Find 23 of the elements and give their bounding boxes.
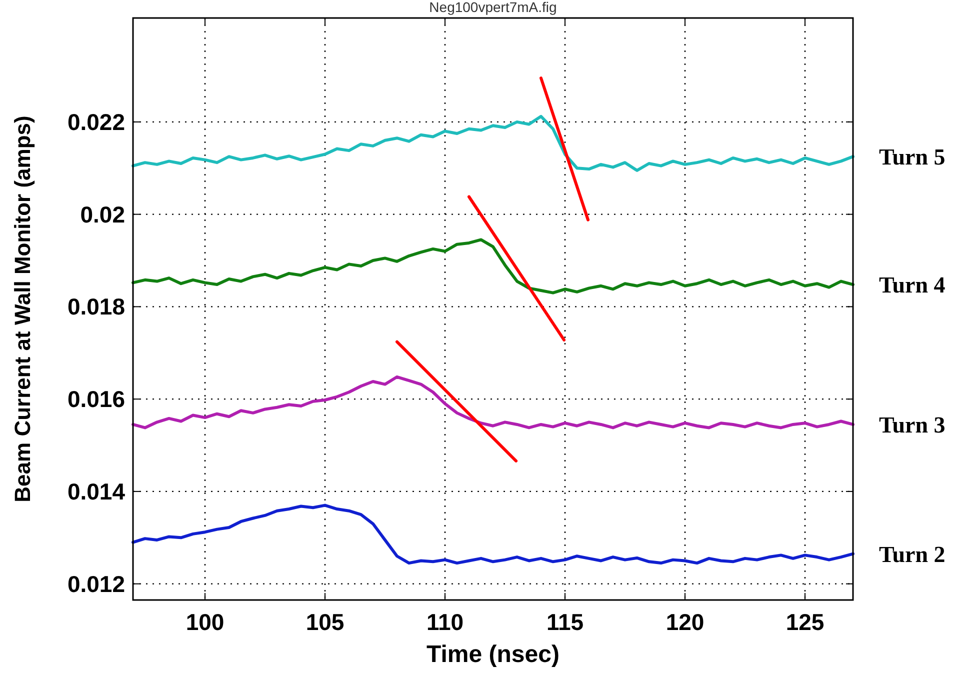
x-tick-label: 125 — [786, 609, 824, 635]
y-tick-label: 0.02 — [80, 201, 125, 228]
x-tick-label: 110 — [426, 609, 464, 635]
line-series — [132, 238, 854, 294]
x-tick-label: 105 — [306, 609, 344, 635]
x-tick-label: 100 — [186, 609, 224, 635]
series-label: Turn 3 — [879, 412, 946, 438]
y-tick-label: 0.022 — [67, 108, 125, 135]
series-label: Turn 2 — [879, 542, 946, 567]
series-label: Turn 4 — [879, 272, 946, 298]
x-tick-label: 115 — [546, 609, 584, 635]
series-label: Turn 5 — [879, 144, 946, 170]
y-tick-label: 0.012 — [67, 570, 125, 597]
x-tick-label: 120 — [666, 609, 704, 635]
y-tick-label: 0.018 — [67, 294, 126, 320]
line-series — [132, 504, 854, 565]
y-tick-label: 0.014 — [67, 478, 126, 504]
chart-title: Neg100vpert7mA.fig — [429, 0, 557, 15]
x-axis-title: Time (nsec) — [426, 641, 560, 668]
y-tick-label: 0.016 — [67, 386, 125, 412]
y-axis-title: Beam Current at Wall Monitor (amps) — [10, 116, 35, 502]
line-series — [132, 375, 854, 430]
line-series — [132, 114, 854, 172]
